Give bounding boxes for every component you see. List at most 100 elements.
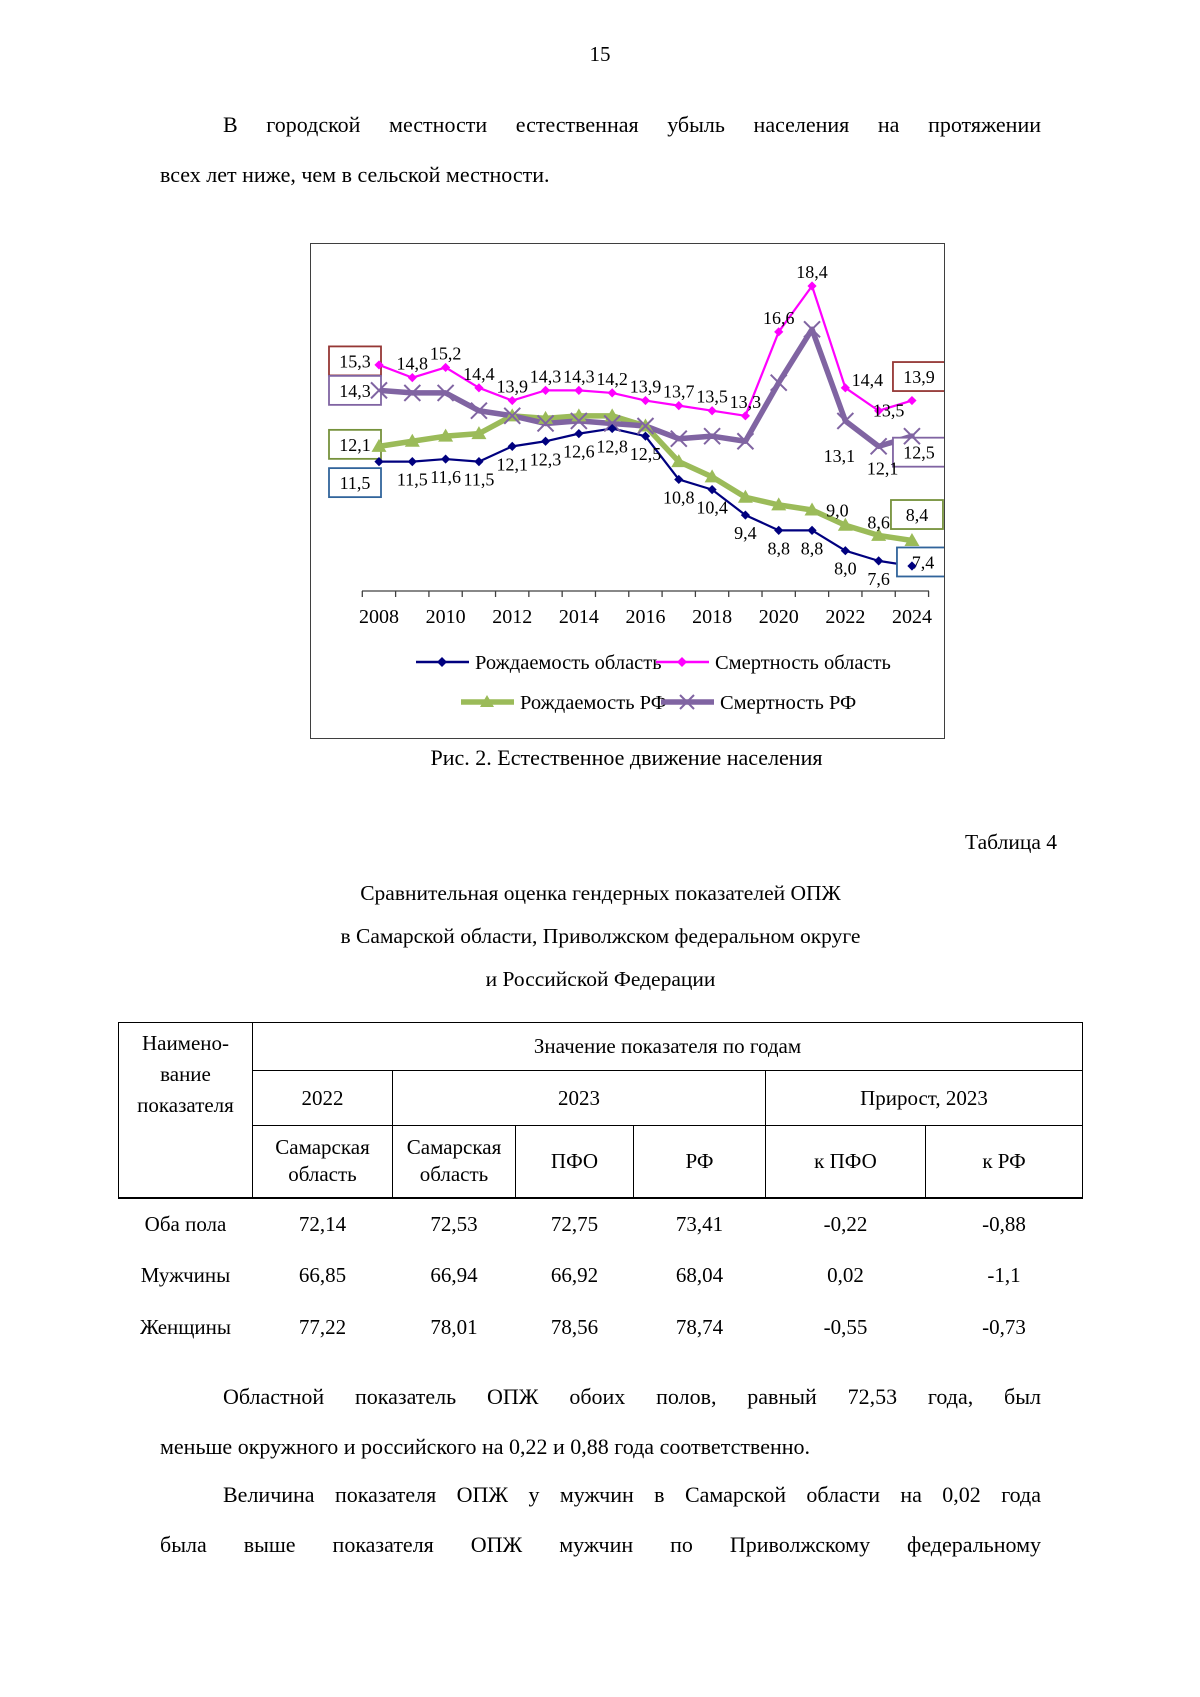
table-subheader: к ПФО	[765, 1125, 926, 1199]
paragraph-urban-rural: В городской местности естественная убыль…	[160, 100, 1041, 200]
svg-text:Смертность область: Смертность область	[715, 652, 891, 674]
svg-text:11,5: 11,5	[340, 473, 371, 493]
paragraph-line: была выше показателя ОПЖ мужчин по Приво…	[160, 1532, 1041, 1557]
table-header-name: Наимено- вание показателя	[118, 1022, 253, 1199]
svg-text:14,2: 14,2	[596, 369, 628, 389]
table-title-line: Сравнительная оценка гендерных показател…	[360, 881, 841, 905]
table-cell: 77,22	[298, 1315, 347, 1339]
table-cell: 66,85	[298, 1263, 347, 1287]
svg-text:8,0: 8,0	[834, 559, 857, 579]
svg-text:10,4: 10,4	[696, 498, 728, 518]
svg-text:15,3: 15,3	[339, 351, 371, 371]
row-label: Женщины	[139, 1315, 232, 1339]
svg-text:16,6: 16,6	[763, 308, 795, 328]
table-cell: -0,22	[823, 1211, 868, 1236]
table-title-line: в Самарской области, Приволжском федерал…	[340, 924, 861, 948]
svg-text:8,8: 8,8	[767, 538, 790, 558]
svg-text:2014: 2014	[559, 606, 599, 628]
svg-text:11,6: 11,6	[430, 467, 461, 487]
paragraph-opj-men: Величина показателя ОПЖ у мужчин в Самар…	[160, 1470, 1041, 1570]
svg-text:12,1: 12,1	[339, 435, 371, 455]
paragraph-line: Величина показателя ОПЖ у мужчин в Самар…	[223, 1482, 1041, 1507]
svg-text:13,9: 13,9	[496, 377, 528, 397]
opj-comparison-table: Наимено- вание показателя Значение показ…	[118, 1022, 1083, 1354]
paragraph-opj-both: Областной показатель ОПЖ обоих полов, ра…	[160, 1372, 1041, 1472]
svg-text:12,5: 12,5	[903, 443, 935, 463]
table-header-2023: 2023	[392, 1070, 766, 1126]
svg-text:Рождаемость РФ: Рождаемость РФ	[520, 692, 667, 714]
svg-text:14,4: 14,4	[463, 364, 495, 384]
table-row: Женщины 77,22 78,01 78,56 78,74 -0,55 -0…	[119, 1302, 1083, 1354]
svg-text:2016: 2016	[625, 606, 665, 628]
table-subheader: РФ	[633, 1125, 766, 1199]
svg-text:13,3: 13,3	[730, 392, 762, 412]
table-cell: 72,53	[430, 1211, 478, 1236]
svg-text:15,2: 15,2	[430, 343, 462, 363]
svg-text:13,9: 13,9	[903, 367, 935, 387]
paragraph-line: Областной показатель ОПЖ обоих полов, ра…	[223, 1384, 1041, 1409]
svg-text:2012: 2012	[492, 606, 532, 628]
table-header-2022: 2022	[252, 1070, 393, 1126]
table-cell: 72,75	[550, 1211, 599, 1236]
table-cell: -1,1	[987, 1263, 1021, 1287]
svg-text:Смертность РФ: Смертность РФ	[720, 692, 856, 714]
svg-text:13,7: 13,7	[663, 382, 695, 402]
table-cell: 0,02	[827, 1263, 864, 1287]
figure-caption: Рис. 2. Естественное движение населения	[430, 745, 823, 770]
svg-text:2010: 2010	[426, 606, 466, 628]
svg-text:2020: 2020	[759, 606, 799, 628]
table-cell: 78,56	[550, 1315, 599, 1339]
svg-text:9,4: 9,4	[734, 523, 757, 543]
svg-text:12,3: 12,3	[530, 449, 562, 469]
svg-text:12,1: 12,1	[867, 458, 899, 478]
svg-text:7,4: 7,4	[912, 552, 935, 572]
paragraph-line: всех лет ниже, чем в сельской местности.	[160, 162, 550, 187]
table-subheader: к РФ	[925, 1125, 1083, 1199]
row-label: Мужчины	[140, 1263, 231, 1287]
table-cell: 72,14	[298, 1211, 347, 1236]
table-subheader: ПФО	[515, 1125, 634, 1199]
svg-text:2024: 2024	[892, 606, 932, 628]
svg-text:14,3: 14,3	[339, 381, 371, 401]
table-label: Таблица 4	[965, 830, 1057, 854]
row-label: Оба пола	[144, 1211, 227, 1236]
table-title-line: и Российской Федерации	[485, 967, 716, 991]
svg-text:8,4: 8,4	[906, 505, 929, 525]
table-row: Мужчины 66,85 66,94 66,92 68,04 0,02 -1,…	[119, 1250, 1083, 1302]
table-subheader: Самарская область	[392, 1125, 516, 1199]
svg-text:13,5: 13,5	[696, 387, 728, 407]
table-subheader: Самарская область	[252, 1125, 393, 1199]
table-cell: 68,04	[675, 1263, 724, 1287]
table-cell: 66,94	[430, 1263, 478, 1287]
table-cell: -0,55	[823, 1315, 868, 1339]
line-chart: 2008 2010 2012 2014 2016 2018 2020 2022 2024 11,5…	[328, 262, 944, 714]
header-line: показателя	[137, 1093, 234, 1117]
table-cell: -0,88	[982, 1211, 1026, 1236]
table-cell: 73,41	[675, 1211, 724, 1236]
svg-text:13,9: 13,9	[630, 377, 662, 397]
figure-chart-natural-movement: 2008 2010 2012 2014 2016 2018 2020 2022 2024 11,5…	[310, 243, 945, 739]
table-header-group: Значение показателя по годам	[252, 1022, 1083, 1071]
svg-text:14,3: 14,3	[563, 366, 595, 386]
svg-text:8,6: 8,6	[867, 512, 890, 532]
svg-text:14,4: 14,4	[852, 370, 884, 390]
svg-text:18,4: 18,4	[796, 262, 828, 282]
table-cell: 66,92	[550, 1263, 599, 1287]
page-number: 15	[589, 42, 611, 66]
svg-text:13,5: 13,5	[873, 401, 905, 421]
svg-text:12,1: 12,1	[496, 454, 528, 474]
svg-text:11,5: 11,5	[464, 470, 495, 490]
svg-text:Рождаемость область: Рождаемость область	[475, 652, 662, 674]
svg-text:2022: 2022	[825, 606, 865, 628]
header-line: вание	[160, 1062, 211, 1086]
table-cell: 78,74	[675, 1315, 724, 1339]
svg-text:12,8: 12,8	[596, 437, 628, 457]
svg-text:2018: 2018	[692, 606, 732, 628]
table-header-growth: Прирост, 2023	[765, 1070, 1083, 1126]
svg-text:9,0: 9,0	[826, 500, 849, 520]
svg-text:14,8: 14,8	[397, 354, 429, 374]
svg-text:7,6: 7,6	[867, 569, 890, 589]
table-cell: 78,01	[430, 1315, 478, 1339]
svg-text:8,8: 8,8	[801, 538, 824, 558]
table-title: Сравнительная оценка гендерных показател…	[160, 872, 1041, 1001]
